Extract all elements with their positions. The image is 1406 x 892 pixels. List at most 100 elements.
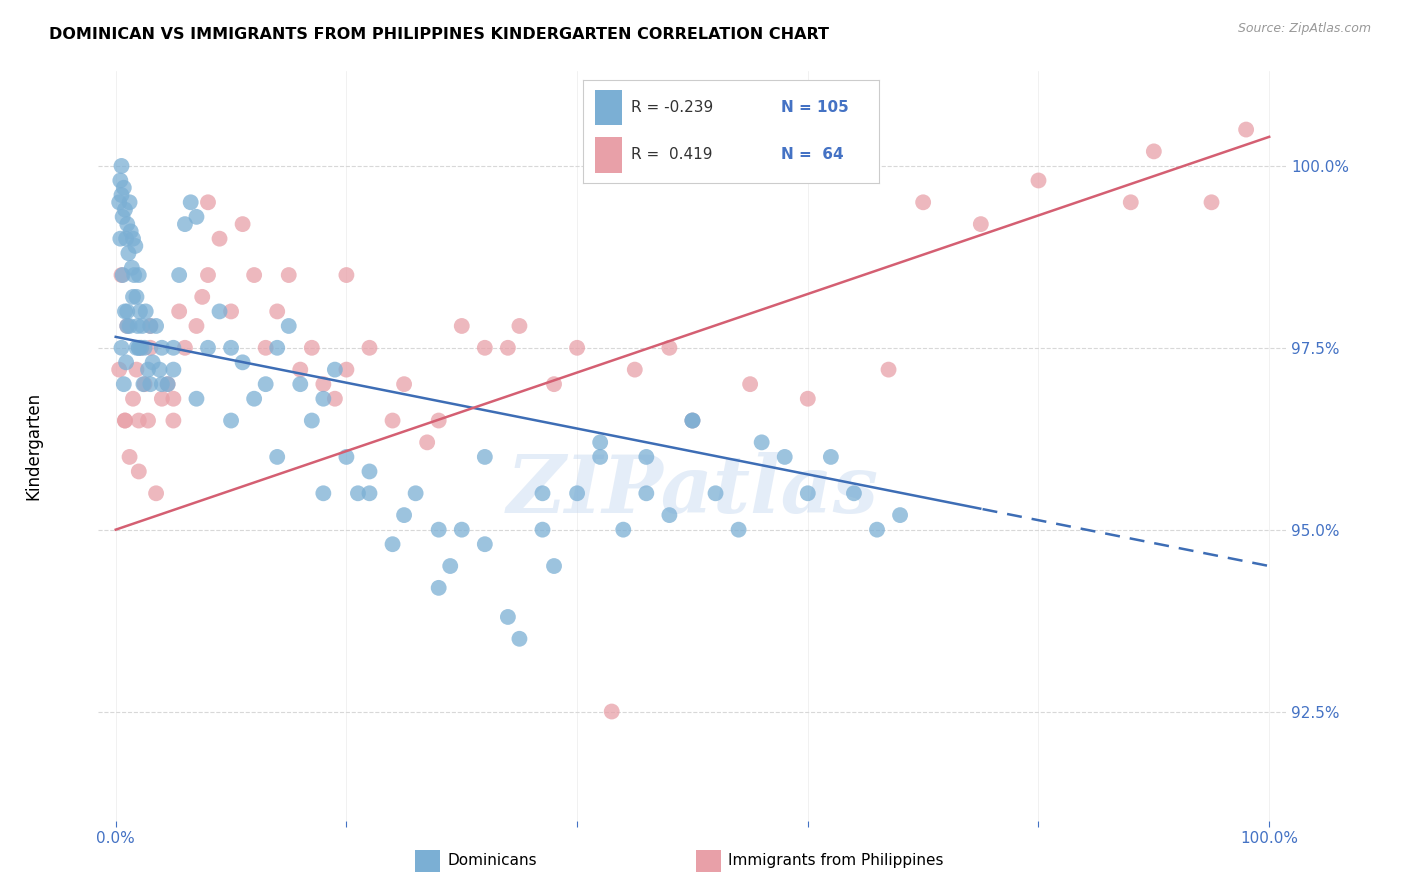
Point: [496, 341, 519, 355]
Point: [658, 508, 681, 522]
Point: [122, 268, 145, 282]
Point: [124, 239, 146, 253]
Point: [1234, 122, 1257, 136]
Point: [450, 523, 472, 537]
Point: [108, 362, 131, 376]
Point: [167, 304, 190, 318]
Text: ZIPatlas: ZIPatlas: [506, 452, 879, 530]
Bar: [595, 89, 621, 126]
Point: [110, 188, 132, 202]
Point: [110, 232, 132, 246]
Point: [531, 523, 554, 537]
Point: [111, 268, 134, 282]
Point: [323, 392, 346, 406]
Point: [290, 362, 312, 376]
Point: [842, 486, 865, 500]
Point: [139, 377, 162, 392]
Point: [186, 392, 208, 406]
Point: [266, 341, 288, 355]
Point: [543, 559, 565, 574]
Point: [148, 362, 170, 376]
Point: [405, 486, 427, 500]
Point: [174, 341, 197, 355]
Y-axis label: Kindergarten: Kindergarten: [25, 392, 42, 500]
Point: [1119, 195, 1142, 210]
Point: [145, 486, 167, 500]
Point: [129, 341, 152, 355]
Point: [150, 377, 173, 392]
Point: [139, 318, 162, 333]
Text: R = -0.239: R = -0.239: [631, 100, 713, 115]
Point: [335, 268, 357, 282]
Point: [1201, 195, 1223, 210]
Point: [186, 210, 208, 224]
Point: [751, 435, 773, 450]
Point: [114, 304, 136, 318]
Point: [132, 377, 155, 392]
Point: [117, 318, 139, 333]
Point: [128, 413, 150, 427]
Point: [128, 465, 150, 479]
Point: [114, 413, 136, 427]
Point: [110, 341, 132, 355]
Point: [120, 224, 142, 238]
Point: [820, 450, 842, 464]
Point: [122, 290, 145, 304]
Point: [277, 268, 299, 282]
Point: [623, 362, 645, 376]
Point: [114, 413, 136, 427]
Point: [312, 377, 335, 392]
Point: [359, 465, 381, 479]
Point: [128, 341, 150, 355]
Point: [115, 232, 138, 246]
Point: [108, 195, 131, 210]
Point: [889, 508, 911, 522]
Point: [565, 486, 588, 500]
Point: [232, 217, 254, 231]
Point: [727, 523, 749, 537]
Point: [208, 232, 231, 246]
Text: Dominicans: Dominicans: [447, 853, 537, 868]
Point: [704, 486, 727, 500]
Point: [125, 290, 148, 304]
Point: [600, 705, 623, 719]
Bar: [595, 136, 621, 173]
Point: [110, 159, 132, 173]
Point: [416, 435, 439, 450]
Point: [301, 341, 323, 355]
Point: [474, 341, 496, 355]
Point: [543, 377, 565, 392]
Point: [208, 304, 231, 318]
Point: [131, 318, 153, 333]
Point: [323, 362, 346, 376]
Point: [381, 413, 404, 427]
Point: [381, 537, 404, 551]
Text: R =  0.419: R = 0.419: [631, 147, 713, 162]
Point: [301, 413, 323, 427]
Point: [134, 341, 156, 355]
Point: [114, 202, 136, 217]
Point: [681, 413, 703, 427]
Point: [565, 341, 588, 355]
Point: [129, 341, 152, 355]
Point: [150, 341, 173, 355]
Point: [134, 377, 156, 392]
Point: [866, 523, 889, 537]
Point: [110, 268, 132, 282]
Point: [139, 318, 162, 333]
Point: [136, 413, 159, 427]
Point: [150, 392, 173, 406]
Point: [589, 435, 612, 450]
Point: [125, 362, 148, 376]
Point: [110, 173, 132, 187]
Point: [197, 341, 219, 355]
Point: [658, 341, 681, 355]
Point: [612, 523, 634, 537]
Text: Immigrants from Philippines: Immigrants from Philippines: [728, 853, 943, 868]
Point: [681, 413, 703, 427]
Point: [197, 195, 219, 210]
Point: [508, 632, 530, 646]
Point: [122, 392, 145, 406]
Point: [970, 217, 993, 231]
Point: [145, 318, 167, 333]
